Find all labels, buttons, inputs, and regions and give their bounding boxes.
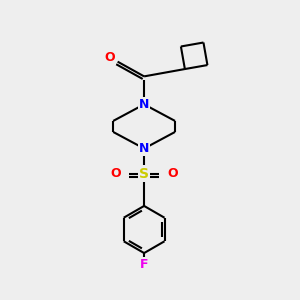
Text: O: O xyxy=(168,167,178,180)
Text: F: F xyxy=(140,258,148,271)
Text: N: N xyxy=(139,142,149,155)
Text: O: O xyxy=(110,167,121,180)
Text: O: O xyxy=(104,51,115,64)
Text: N: N xyxy=(139,98,149,111)
Text: S: S xyxy=(139,167,149,181)
